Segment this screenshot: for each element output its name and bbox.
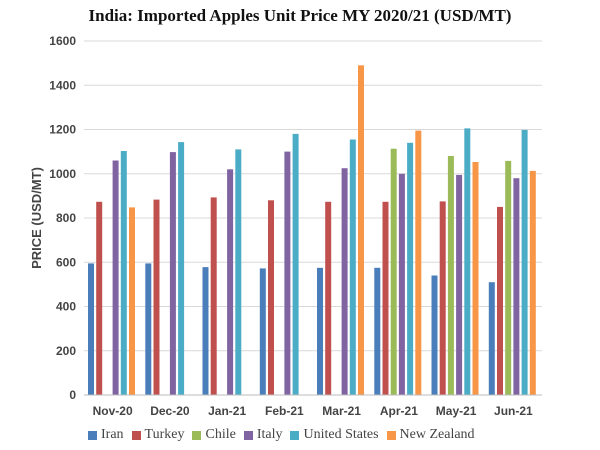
bar-italy-jan-21 [227, 169, 234, 395]
legend-item: Iran [88, 427, 124, 443]
bar-turkey-may-21 [439, 201, 446, 395]
x-tick-label: Mar-21 [322, 404, 361, 418]
x-tick-label: Feb-21 [265, 404, 304, 418]
x-tick-label: Apr-21 [380, 404, 418, 418]
y-tick-label: 0 [69, 388, 76, 402]
bar-united-states-apr-21 [407, 142, 414, 395]
bar-iran-jan-21 [202, 267, 209, 395]
bar-united-states-nov-20 [120, 151, 127, 395]
legend-item: Italy [243, 427, 283, 443]
bar-italy-may-21 [456, 174, 463, 395]
bar-new-zealand-jun-21 [529, 170, 536, 395]
bar-italy-mar-21 [341, 168, 348, 395]
y-tick-label: 800 [56, 211, 76, 225]
x-tick-label: Jan-21 [208, 404, 246, 418]
legend-item: United States [290, 427, 379, 443]
legend-item: Chile [192, 427, 236, 443]
bar-turkey-jun-21 [497, 206, 503, 395]
y-tick-label: 1600 [49, 34, 76, 48]
x-tick-label: Jun-21 [494, 404, 533, 418]
bar-iran-jun-21 [488, 282, 495, 395]
x-axis-ticks: Nov-20 Dec-20 Jan-21 Feb-21 Mar-21 Apr-21 May-… [93, 404, 533, 418]
x-tick-label: May-21 [436, 404, 477, 418]
legend-label: Iran [101, 427, 124, 442]
x-tick-label: Dec-20 [150, 404, 190, 418]
legend-label: Italy [256, 427, 283, 442]
y-tick-label: 1000 [49, 167, 76, 181]
legend-label: United States [303, 427, 379, 442]
legend-label: New Zealand [399, 427, 475, 442]
bar-united-states-feb-21 [292, 133, 299, 395]
bar-iran-may-21 [431, 275, 438, 395]
legend-swatch [243, 430, 253, 440]
bar-turkey-apr-21 [382, 201, 389, 395]
bar-italy-dec-20 [169, 152, 176, 395]
y-tick-label: 400 [56, 300, 76, 314]
legend-item: New Zealand [386, 427, 475, 443]
bar-united-states-dec-20 [178, 142, 185, 395]
legend-swatch [386, 430, 396, 440]
bar-new-zealand-nov-20 [129, 207, 135, 395]
bar-new-zealand-apr-21 [415, 130, 422, 395]
x-tick-label: Nov-20 [93, 404, 133, 418]
bar-italy-apr-21 [398, 173, 405, 396]
bars [88, 65, 536, 396]
legend-item: Turkey [131, 427, 185, 443]
legend-swatch [88, 430, 97, 440]
y-tick-label: 600 [56, 255, 76, 269]
legend-swatch [290, 430, 300, 440]
legend-swatch [131, 430, 141, 440]
bar-iran-dec-20 [145, 263, 152, 395]
bar-iran-apr-21 [374, 267, 381, 395]
bar-italy-jun-21 [513, 178, 520, 395]
bar-turkey-nov-20 [96, 201, 103, 395]
y-tick-label: 200 [56, 344, 76, 358]
legend-label: Chile [205, 427, 236, 442]
y-tick-label: 1400 [49, 78, 76, 92]
bar-new-zealand-mar-21 [358, 65, 364, 396]
bar-turkey-feb-21 [268, 200, 274, 395]
bar-italy-nov-20 [112, 160, 119, 395]
bar-chile-may-21 [447, 156, 454, 395]
legend-label: Turkey [144, 427, 185, 442]
bar-united-states-mar-21 [349, 139, 356, 395]
bar-iran-mar-21 [317, 267, 323, 395]
bar-italy-feb-21 [284, 151, 291, 395]
bar-turkey-mar-21 [325, 201, 332, 395]
legend-swatch [192, 430, 202, 440]
bar-united-states-jun-21 [521, 129, 528, 395]
bar-turkey-dec-20 [153, 199, 160, 395]
bar-chile-jun-21 [505, 160, 512, 395]
bar-iran-feb-21 [259, 268, 266, 395]
chart-title: India: Imported Apples Unit Price MY 202… [88, 6, 512, 25]
bar-iran-nov-20 [88, 263, 94, 395]
legend: Iran Turkey Chile Italy United States New Zea… [88, 427, 475, 443]
bar-united-states-jan-21 [235, 149, 242, 395]
y-axis-ticks: 0 200 400 600 800 1000 1200 1400 1600 [49, 34, 76, 402]
bar-chile-apr-21 [390, 148, 397, 395]
bar-turkey-jan-21 [210, 197, 217, 395]
bar-new-zealand-may-21 [472, 162, 479, 395]
y-tick-label: 1200 [49, 123, 76, 137]
bar-united-states-may-21 [464, 128, 471, 395]
y-axis-label: PRICE (USD/MT) [29, 167, 44, 269]
